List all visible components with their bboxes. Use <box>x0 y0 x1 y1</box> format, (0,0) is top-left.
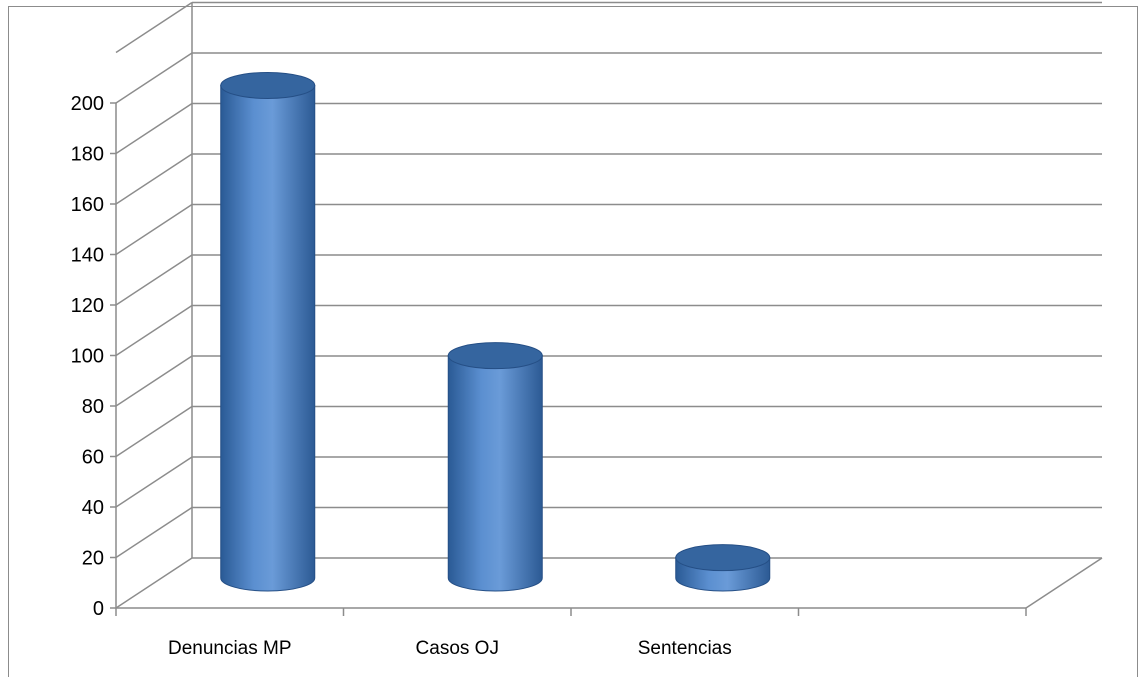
axes <box>110 2 1103 616</box>
floor-right-edge <box>1025 557 1103 609</box>
x-tick-label-0: Denuncias MP <box>168 638 292 659</box>
bars <box>220 71 771 592</box>
y-tick-label-80: 80 <box>82 396 104 418</box>
gridline-side-60 <box>115 405 193 458</box>
y-tick-label-100: 100 <box>71 346 104 368</box>
y-tick-label-140: 140 <box>71 245 104 267</box>
gridlines <box>115 1 1102 609</box>
gridline-side-160 <box>115 153 193 205</box>
y-tick-label-160: 160 <box>71 194 104 216</box>
gridline-side-top <box>115 1 193 54</box>
chart-frame <box>8 6 1138 677</box>
bar-1 <box>447 342 543 592</box>
bar-body-0 <box>220 84 316 592</box>
gridline-side-20 <box>115 506 193 559</box>
bar-2 <box>675 544 771 592</box>
y-tick-label-200: 200 <box>71 93 104 115</box>
bar-body-1 <box>447 355 543 592</box>
y-tick-label-120: 120 <box>71 295 104 317</box>
gridline-side-120 <box>115 254 193 306</box>
gridline-side-200 <box>115 52 193 104</box>
bar-top-0 <box>220 71 316 99</box>
labels: 0 20 40 60 80 100 120 140 160 180 200 Denuncias MP C… <box>71 93 732 659</box>
gridline-side-180 <box>115 102 193 155</box>
gridline-side-80 <box>115 355 193 407</box>
gridline-side-0 <box>115 557 193 609</box>
gridline-side-140 <box>115 203 193 256</box>
x-tick-label-1: Casos OJ <box>416 638 499 659</box>
y-tick-label-0: 0 <box>93 598 104 620</box>
y-tick-label-180: 180 <box>71 144 104 166</box>
y-tick-label-20: 20 <box>82 548 104 570</box>
gridline-side-40 <box>115 456 193 508</box>
gridline-side-100 <box>115 304 193 357</box>
y-tick-label-60: 60 <box>82 447 104 469</box>
x-tick-label-2: Sentencias <box>638 638 732 659</box>
bar-top-2 <box>675 544 771 572</box>
bar-top-1 <box>447 342 543 370</box>
bar-0 <box>220 71 316 592</box>
y-tick-label-40: 40 <box>82 497 104 519</box>
